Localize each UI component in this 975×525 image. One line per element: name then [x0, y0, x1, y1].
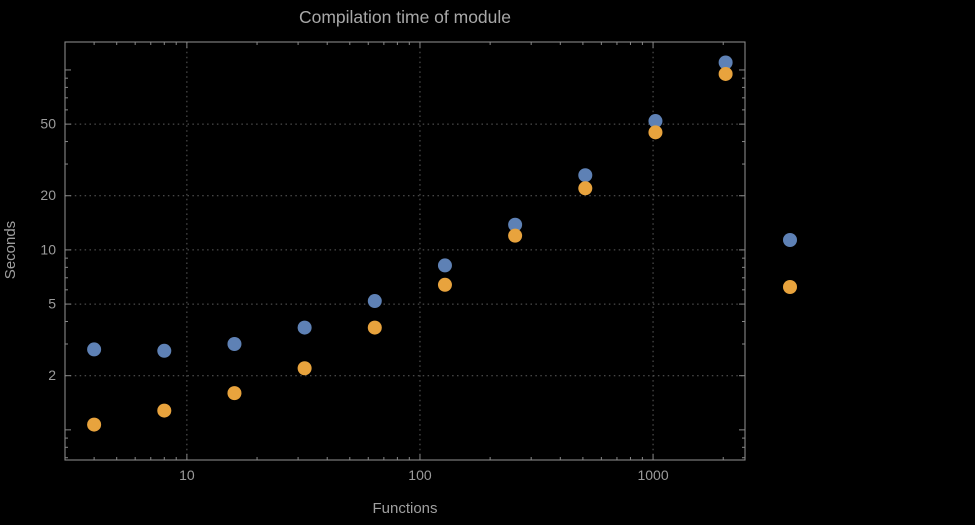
data-point-orange-series — [648, 125, 663, 140]
y-axis-label: Seconds — [2, 221, 19, 279]
x-tick-label: 1000 — [637, 467, 668, 483]
data-point-blue-series — [297, 320, 312, 335]
data-point-orange-series — [508, 228, 523, 243]
legend-marker-blue-series — [783, 233, 797, 247]
plot-frame — [64, 41, 746, 461]
y-tick-label: 5 — [48, 296, 56, 312]
tick-labels: 10 100 1000 2 5 10 20 50 — [40, 116, 668, 483]
chart-title: Compilation time of module — [299, 7, 511, 27]
legend-markers — [783, 233, 797, 294]
y-tick-label: 50 — [40, 116, 56, 132]
data-point-blue-series — [367, 294, 382, 309]
data-point-orange-series — [297, 361, 312, 376]
x-axis-label: Functions — [372, 500, 437, 517]
data-point-blue-series — [227, 337, 242, 351]
y-tick-label: 2 — [48, 367, 56, 383]
data-point-orange-series — [157, 403, 172, 418]
data-point-blue-series — [87, 342, 102, 357]
data-point-orange-series — [87, 417, 102, 432]
x-tick-label: 10 — [179, 467, 195, 483]
data-point-blue-series — [648, 114, 663, 129]
y-tick-label: 10 — [40, 241, 56, 257]
y-tick-label: 20 — [40, 187, 56, 203]
x-tick-label: 100 — [408, 467, 432, 483]
data-point-orange-series — [437, 277, 452, 292]
data-point-orange-series — [578, 181, 593, 196]
axis-ticks — [65, 42, 745, 460]
data-point-orange-series — [227, 386, 242, 401]
data-point-blue-series — [508, 217, 523, 232]
legend-marker-orange-series — [783, 280, 797, 294]
gridlines — [65, 42, 745, 460]
data-point-orange-series — [367, 320, 382, 335]
data-point-blue-series — [718, 55, 733, 70]
data-point-blue-series — [157, 343, 172, 358]
data-point-blue-series — [578, 168, 593, 183]
data-point-blue-series — [437, 258, 452, 273]
data-points — [87, 55, 733, 432]
data-point-orange-series — [718, 66, 733, 81]
